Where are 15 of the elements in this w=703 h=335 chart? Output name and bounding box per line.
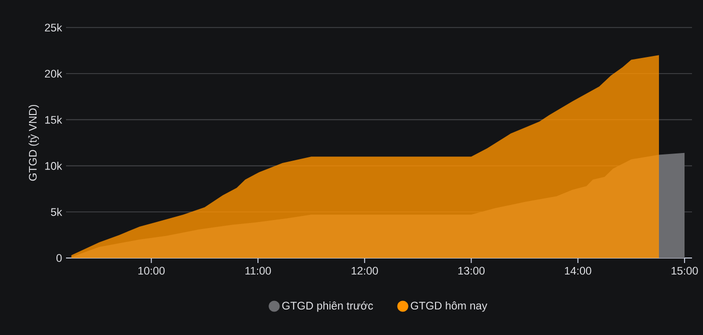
x-tick-label: 10:00 <box>138 266 165 275</box>
y-tick-label: 0 <box>56 254 62 262</box>
x-tick-label: 11:00 <box>245 266 271 275</box>
x-tick-label: 14:00 <box>564 266 592 275</box>
x-tick-label: 12:00 <box>352 266 378 275</box>
y-tick-label: 5k <box>50 208 62 216</box>
y-axis-title: GTGD (tỷ VND) <box>28 104 39 181</box>
y-tick-label: 25k <box>44 23 62 32</box>
x-tick-label: 15:00 <box>672 266 698 275</box>
y-tick-label: 20k <box>44 70 62 78</box>
y-tick-label: 15k <box>45 116 62 124</box>
legend-label: GTGD phiên trước <box>282 301 373 312</box>
legend-label: GTGD hôm nay <box>410 301 488 312</box>
y-tick-label: 10k <box>45 162 62 170</box>
x-tick-label: 13:00 <box>458 266 485 275</box>
